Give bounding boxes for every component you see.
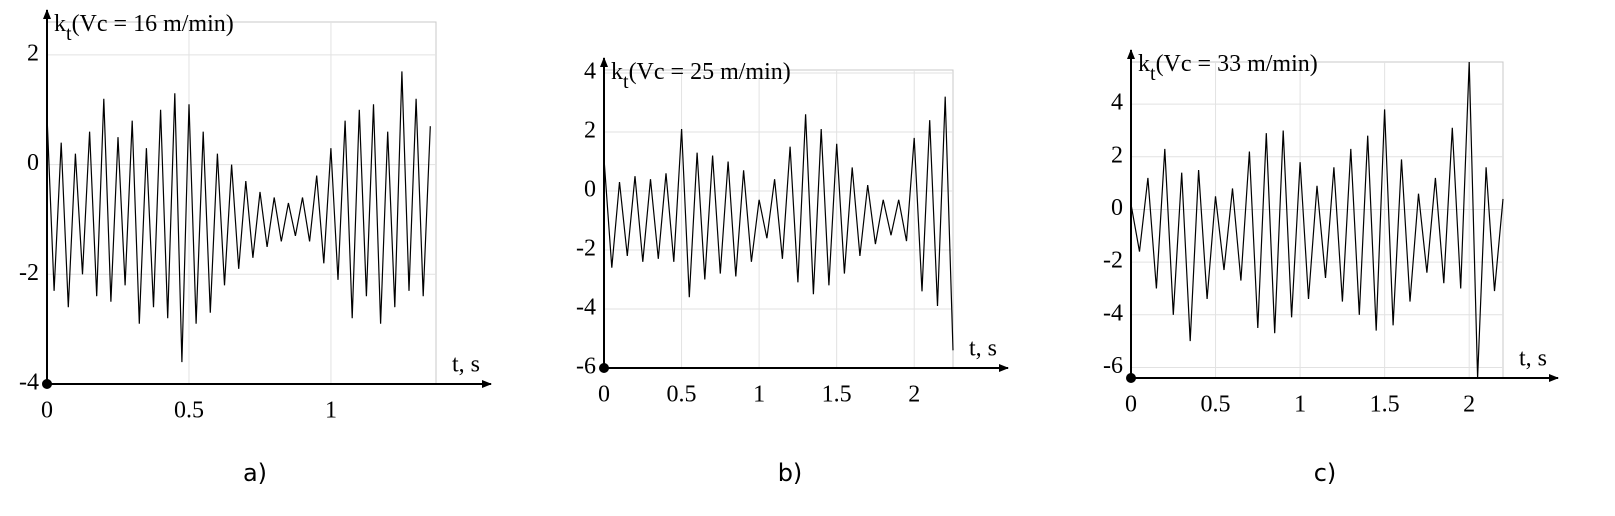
caption: b) bbox=[778, 459, 803, 487]
y-tick-label: 0 bbox=[27, 150, 39, 176]
origin-dot bbox=[1126, 373, 1136, 383]
x-axis-label: t, s bbox=[969, 336, 997, 362]
x-tick-label: 0.5 bbox=[1201, 392, 1231, 418]
x-tick-label: 0 bbox=[41, 398, 53, 424]
caption: c) bbox=[1314, 459, 1337, 487]
y-label-base: k bbox=[611, 59, 623, 85]
origin-dot bbox=[42, 379, 52, 389]
y-tick-label: 4 bbox=[1111, 90, 1123, 116]
y-tick-label: -2 bbox=[1103, 248, 1123, 274]
signal-line bbox=[46, 71, 431, 363]
signal-line bbox=[1130, 61, 1504, 379]
y-tick-label: -2 bbox=[576, 235, 596, 261]
y-label-sub: t bbox=[1150, 63, 1156, 85]
y-tick-label: -6 bbox=[1103, 353, 1123, 379]
x-tick-label: 2 bbox=[1463, 392, 1475, 418]
y-tick-label: 0 bbox=[584, 176, 596, 202]
y-tick-label: -6 bbox=[576, 354, 596, 380]
x-axis-label: t, s bbox=[1519, 346, 1547, 372]
y-tick-label: -4 bbox=[1103, 300, 1123, 326]
y-tick-label: 4 bbox=[584, 58, 596, 84]
y-label-sub: t bbox=[623, 71, 629, 93]
y-axis-label: kt(Vc = 33 m/min) bbox=[1138, 51, 1318, 85]
y-label-text: (Vc = 33 m/min) bbox=[1156, 51, 1318, 77]
plot-frame bbox=[46, 21, 437, 385]
origin-dot bbox=[599, 363, 609, 373]
x-tick-label: 1 bbox=[325, 398, 337, 424]
y-label-text: (Vc = 25 m/min) bbox=[629, 59, 791, 85]
signal-line bbox=[603, 96, 954, 351]
y-tick-label: -4 bbox=[576, 294, 596, 320]
x-tick-label: 0 bbox=[598, 382, 610, 408]
x-tick-label: 1 bbox=[1294, 392, 1306, 418]
y-tick-label: -2 bbox=[19, 260, 39, 286]
y-axis-label: kt(Vc = 16 m/min) bbox=[54, 11, 234, 45]
x-tick-label: 1.5 bbox=[822, 382, 852, 408]
x-tick-label: 2 bbox=[908, 382, 920, 408]
y-tick-label: -4 bbox=[19, 370, 39, 396]
y-label-base: k bbox=[1138, 51, 1150, 77]
x-tick-label: 1.5 bbox=[1370, 392, 1400, 418]
x-tick-label: 0.5 bbox=[667, 382, 697, 408]
y-tick-label: 0 bbox=[1111, 195, 1123, 221]
y-axis-label: kt(Vc = 25 m/min) bbox=[611, 59, 791, 93]
x-axis-label: t, s bbox=[452, 352, 480, 378]
x-tick-label: 0.5 bbox=[174, 398, 204, 424]
caption: a) bbox=[243, 459, 267, 487]
y-label-text: (Vc = 16 m/min) bbox=[72, 11, 234, 37]
y-tick-label: 2 bbox=[27, 40, 39, 66]
x-tick-label: 1 bbox=[753, 382, 765, 408]
y-label-sub: t bbox=[66, 23, 72, 45]
y-label-base: k bbox=[54, 11, 66, 37]
y-tick-label: 2 bbox=[1111, 142, 1123, 168]
x-tick-label: 0 bbox=[1125, 392, 1137, 418]
y-tick-label: 2 bbox=[584, 117, 596, 143]
